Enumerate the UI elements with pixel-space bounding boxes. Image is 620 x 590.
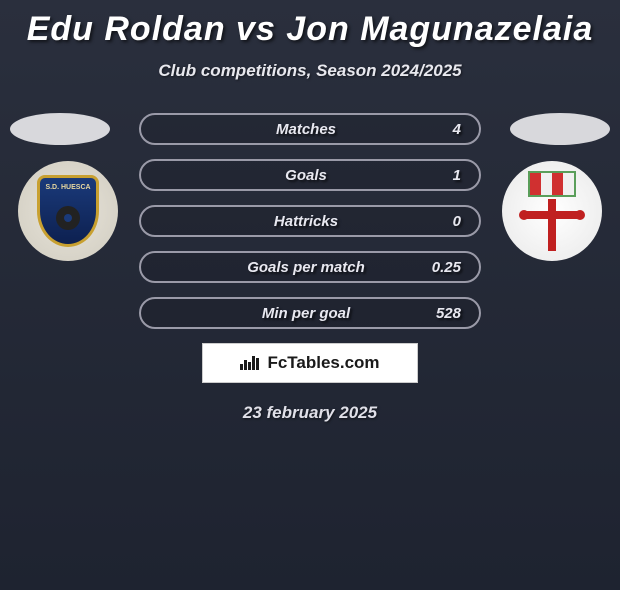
bar-chart-icon — [240, 356, 259, 370]
badge-text: S.D. HUESCA — [45, 184, 90, 191]
huesca-badge-icon: S.D. HUESCA — [37, 175, 99, 247]
stat-value: 0 — [413, 213, 461, 230]
stat-label: Hattricks — [159, 213, 413, 230]
team-crest-left: S.D. HUESCA — [18, 161, 118, 261]
stats-list: Matches 4 Goals 1 Hattricks 0 Goals per … — [139, 113, 481, 329]
stat-label: Min per goal — [159, 305, 413, 322]
stat-label: Goals — [159, 167, 413, 184]
stat-label: Matches — [159, 121, 413, 138]
team-crest-right — [502, 161, 602, 261]
stat-row: Goals 1 — [139, 159, 481, 191]
stat-row: Matches 4 — [139, 113, 481, 145]
brand-text: FcTables.com — [267, 353, 379, 373]
comparison-area: S.D. HUESCA Matches 4 Goals 1 Hattricks … — [0, 113, 620, 423]
player-right-indicator — [510, 113, 610, 145]
racing-badge-icon — [520, 171, 584, 251]
page-subtitle: Club competitions, Season 2024/2025 — [0, 61, 620, 81]
player-left-indicator — [10, 113, 110, 145]
stat-value: 0.25 — [413, 259, 461, 276]
ball-icon — [56, 206, 80, 230]
cross-vertical-icon — [548, 199, 556, 251]
checkered-icon — [528, 171, 576, 197]
stat-value: 4 — [413, 121, 461, 138]
stat-label: Goals per match — [159, 259, 413, 276]
brand-badge[interactable]: FcTables.com — [202, 343, 418, 383]
stat-value: 1 — [413, 167, 461, 184]
stat-row: Goals per match 0.25 — [139, 251, 481, 283]
stat-row: Hattricks 0 — [139, 205, 481, 237]
date-label: 23 february 2025 — [0, 403, 620, 423]
stat-value: 528 — [413, 305, 461, 322]
stat-row: Min per goal 528 — [139, 297, 481, 329]
page-title: Edu Roldan vs Jon Magunazelaia — [0, 10, 620, 49]
